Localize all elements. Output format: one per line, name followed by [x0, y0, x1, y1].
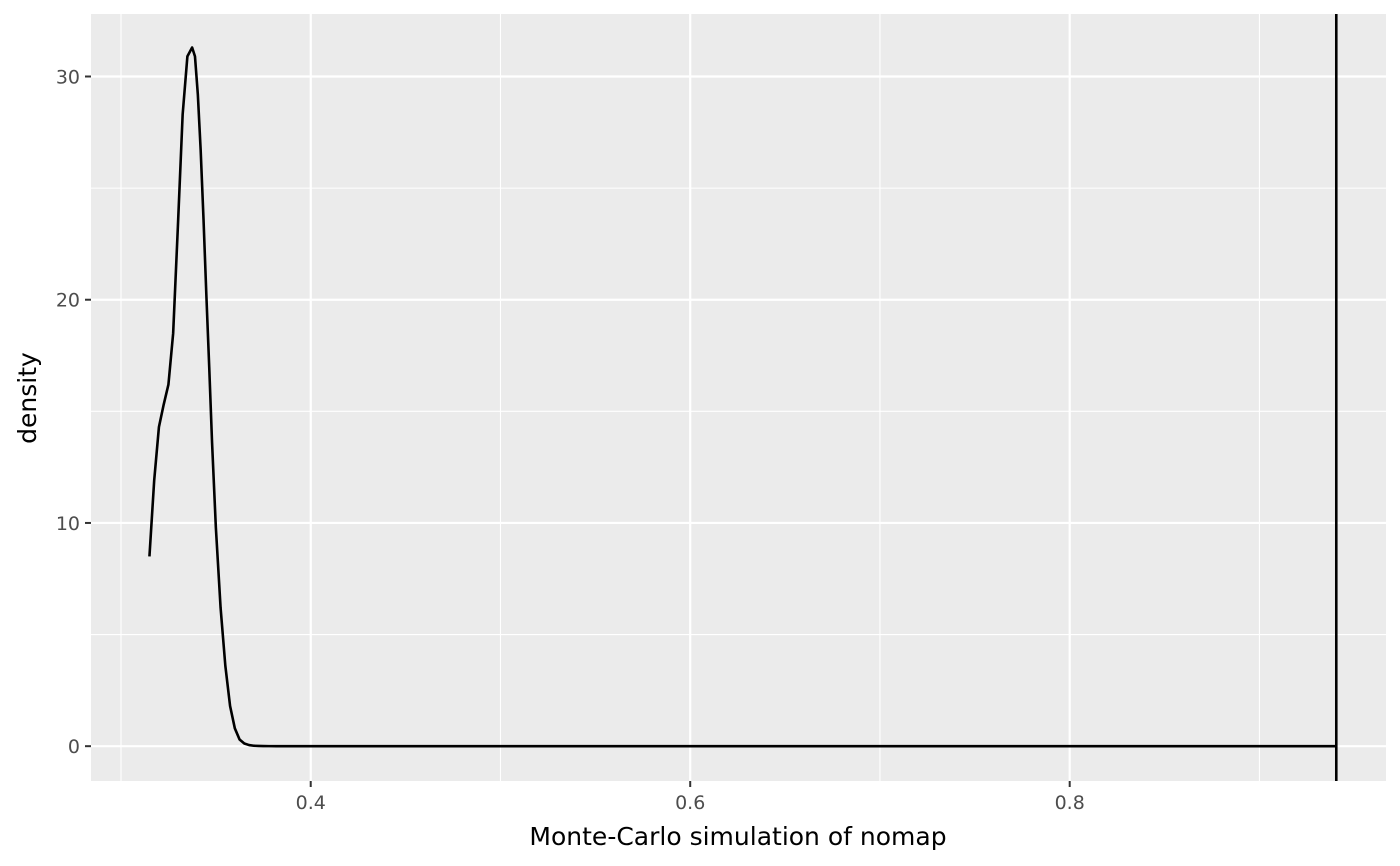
y-tick-label: 10 [56, 513, 80, 535]
y-axis-title: density [13, 352, 42, 444]
plot-panel [91, 14, 1386, 781]
x-axis-title: Monte-Carlo simulation of nomap [529, 822, 946, 851]
y-tick-label: 20 [56, 290, 80, 312]
x-axis: 0.4 0.6 0.8 [296, 781, 1085, 814]
y-tick-label: 30 [56, 67, 80, 89]
x-tick-label: 0.4 [296, 792, 326, 814]
x-tick-label: 0.8 [1055, 792, 1085, 814]
x-tick-label: 0.6 [675, 792, 705, 814]
y-axis: 0 10 20 30 [56, 67, 91, 758]
minor-gridlines [91, 14, 1386, 781]
density-curve [148, 46, 1337, 748]
y-tick-label: 0 [68, 736, 80, 758]
